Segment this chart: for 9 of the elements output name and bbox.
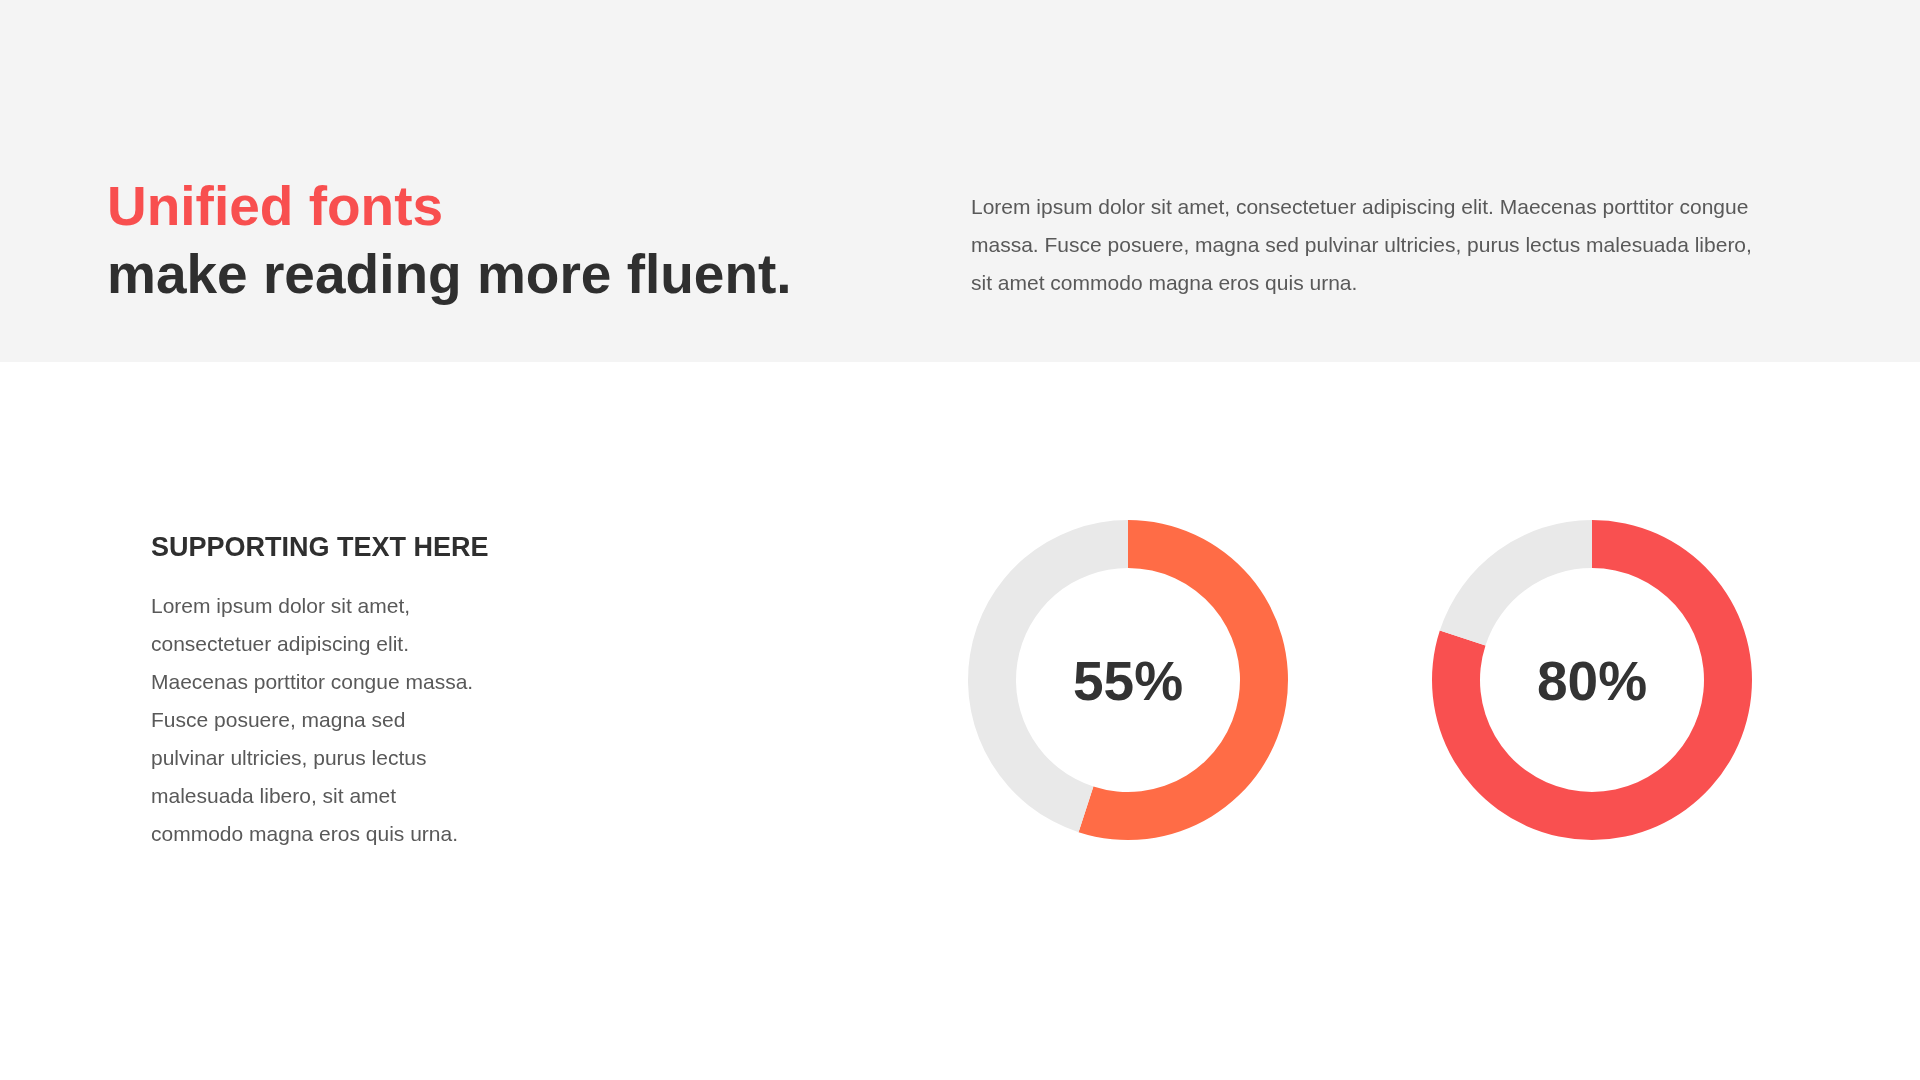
text: make reading more fluent.	[107, 242, 792, 307]
data-label: 55%	[1072, 649, 1184, 712]
donut-slice	[1432, 520, 1752, 840]
donut-slice	[1439, 520, 1592, 646]
text: Unified fonts	[107, 174, 444, 239]
text: Lorem ipsum dolor sit amet, consectetuer adipiscing elit. Maecenas porttitor congue massa. Fusce posuere, magna sed pulvinar ultricies, purus lectus malesuada libero, sit amet commodo magna eros quis urna.	[151, 593, 475, 847]
data-label: 80%	[1536, 649, 1648, 712]
text: Lorem ipsum dolor sit amet, consectetuer adipiscing elit. Maecenas porttitor congue massa. Fusce posuere, magna sed pulvinar ultricies, purus lectus malesuada libero, sit amet commodo magna eros quis urna.	[971, 194, 1753, 296]
text: SUPPORTING TEXT HERE	[151, 531, 489, 563]
